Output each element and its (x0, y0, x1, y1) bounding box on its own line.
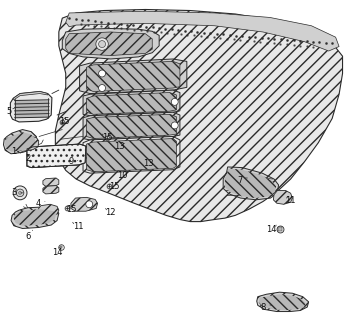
Polygon shape (273, 190, 292, 204)
Polygon shape (27, 144, 86, 168)
Polygon shape (15, 100, 49, 104)
Polygon shape (66, 32, 152, 55)
Text: 6: 6 (25, 232, 30, 241)
Text: 11: 11 (73, 222, 83, 231)
Text: 13: 13 (114, 142, 125, 151)
Polygon shape (43, 178, 59, 186)
Circle shape (96, 38, 108, 50)
Text: 4: 4 (35, 199, 41, 208)
Polygon shape (66, 11, 339, 51)
Polygon shape (86, 92, 176, 114)
Text: 7: 7 (238, 176, 243, 185)
Text: 11: 11 (285, 196, 296, 205)
Polygon shape (14, 209, 56, 226)
Polygon shape (83, 90, 180, 116)
Polygon shape (37, 204, 59, 216)
Circle shape (99, 84, 106, 92)
Text: 13: 13 (144, 159, 154, 168)
Polygon shape (86, 139, 176, 172)
Polygon shape (71, 197, 98, 211)
Polygon shape (62, 28, 159, 59)
Polygon shape (5, 132, 35, 152)
Polygon shape (83, 112, 180, 140)
Polygon shape (11, 207, 59, 228)
Circle shape (19, 191, 21, 194)
Text: 12: 12 (106, 208, 116, 217)
Circle shape (86, 201, 93, 208)
Polygon shape (13, 92, 48, 100)
Polygon shape (83, 136, 180, 173)
Circle shape (99, 70, 106, 77)
Text: 8: 8 (260, 302, 266, 312)
Polygon shape (3, 130, 37, 154)
Polygon shape (17, 136, 39, 151)
Text: 9: 9 (68, 157, 74, 166)
Text: 3: 3 (11, 188, 17, 197)
Text: 15: 15 (59, 117, 69, 126)
Polygon shape (27, 144, 86, 168)
Polygon shape (80, 59, 187, 93)
Text: 5: 5 (6, 107, 11, 116)
Polygon shape (223, 167, 279, 200)
Polygon shape (225, 169, 276, 198)
Text: 1: 1 (11, 147, 17, 156)
Polygon shape (15, 111, 49, 114)
Text: 2: 2 (25, 154, 30, 163)
Text: 14: 14 (266, 225, 277, 234)
Polygon shape (15, 108, 49, 111)
Polygon shape (55, 10, 343, 221)
Polygon shape (15, 104, 49, 108)
Circle shape (13, 186, 27, 200)
Polygon shape (86, 61, 180, 92)
Circle shape (171, 99, 178, 105)
Polygon shape (257, 292, 309, 312)
Polygon shape (15, 114, 49, 118)
Polygon shape (259, 294, 306, 310)
Text: 14: 14 (52, 248, 62, 257)
Circle shape (16, 189, 24, 197)
Polygon shape (43, 186, 59, 194)
Text: 15: 15 (102, 133, 112, 142)
Text: 10: 10 (118, 171, 128, 180)
Polygon shape (10, 92, 52, 122)
Text: 15: 15 (66, 204, 76, 214)
Polygon shape (86, 114, 176, 139)
Circle shape (99, 41, 106, 48)
Circle shape (171, 122, 178, 129)
Text: 15: 15 (109, 182, 119, 191)
